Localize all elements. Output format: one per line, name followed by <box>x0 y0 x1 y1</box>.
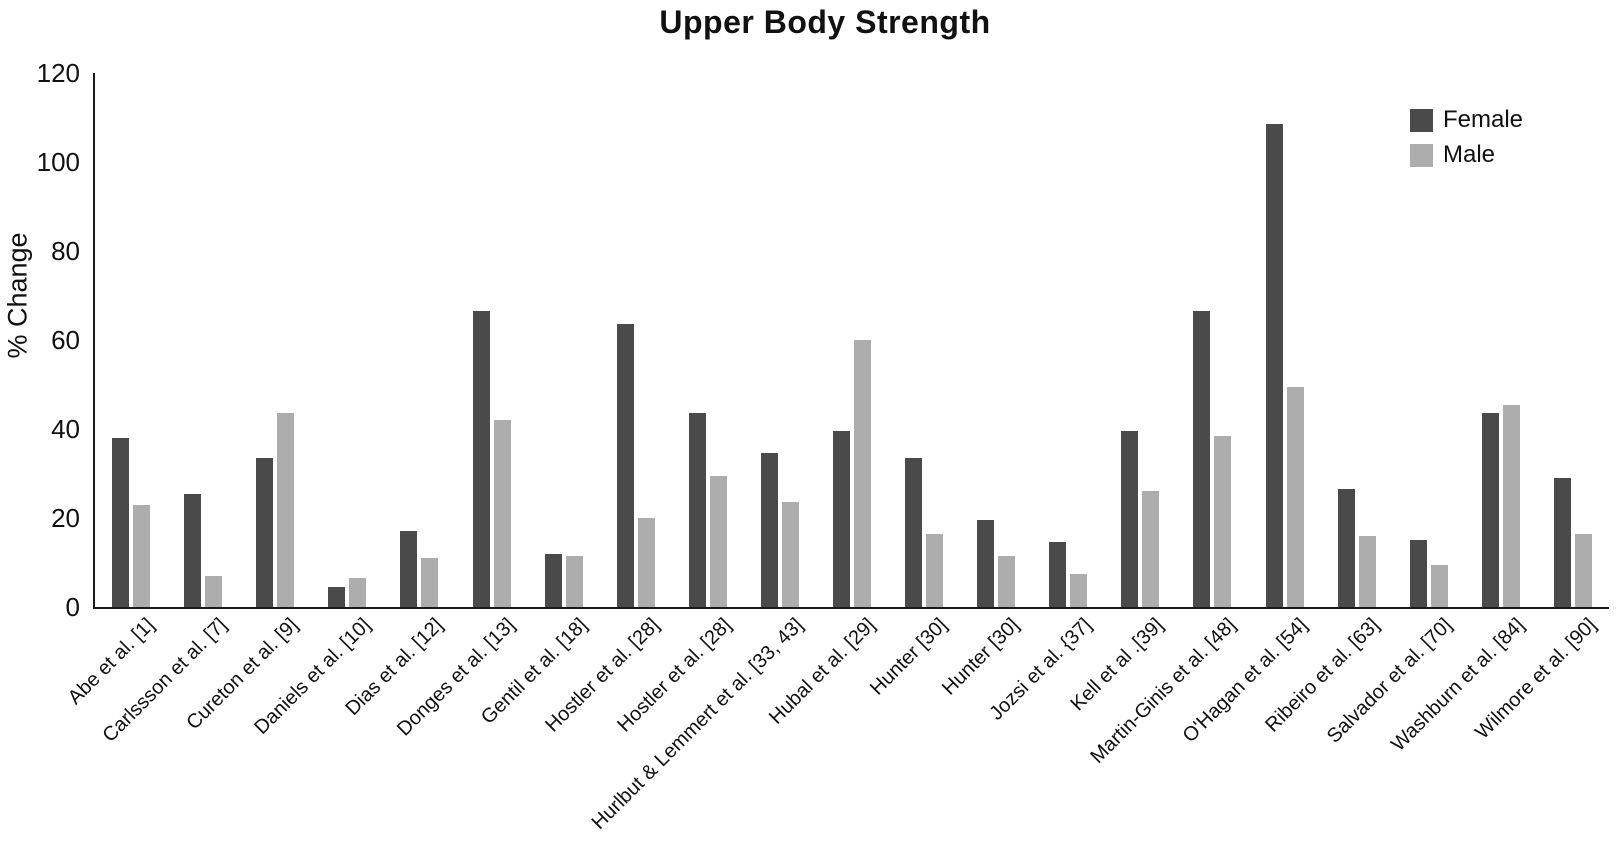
y-tick-label: 40 <box>51 414 80 444</box>
legend-item-female: Female <box>1410 108 1523 132</box>
bar-male-17 <box>1359 536 1376 607</box>
bar-male-3 <box>349 578 366 607</box>
bar-male-15 <box>1214 436 1231 607</box>
bar-female-4 <box>400 531 417 607</box>
bar-female-16 <box>1266 124 1283 607</box>
bar-female-14 <box>1121 431 1138 607</box>
bar-female-13 <box>1049 542 1066 607</box>
y-tick-label: 60 <box>51 325 80 355</box>
bar-male-8 <box>710 476 727 607</box>
bar-female-1 <box>184 494 201 607</box>
bar-male-0 <box>133 505 150 607</box>
y-tick-label: 80 <box>51 236 80 266</box>
bar-female-0 <box>112 438 129 607</box>
x-axis-line <box>93 607 1609 609</box>
bar-male-10 <box>854 340 871 607</box>
legend-item-male: Male <box>1410 143 1523 167</box>
bar-male-5 <box>494 420 511 607</box>
bar-male-9 <box>782 502 799 607</box>
bar-male-7 <box>638 518 655 607</box>
legend: Female Male <box>1410 108 1523 178</box>
y-tick-label: 0 <box>65 592 80 622</box>
x-category-label: Salvador et al. [70] <box>1322 614 1457 748</box>
bar-male-13 <box>1070 574 1087 607</box>
bar-female-5 <box>473 311 490 607</box>
bar-female-12 <box>977 520 994 607</box>
bar-male-2 <box>277 413 294 607</box>
bar-female-11 <box>905 458 922 607</box>
bar-female-9 <box>761 453 778 607</box>
bar-male-19 <box>1503 405 1520 607</box>
bar-female-19 <box>1482 413 1499 607</box>
bar-female-17 <box>1338 489 1355 607</box>
bar-female-3 <box>328 587 345 607</box>
bar-male-20 <box>1575 534 1592 607</box>
bar-male-1 <box>205 576 222 607</box>
bar-female-10 <box>833 431 850 607</box>
bar-female-20 <box>1554 478 1571 607</box>
x-category-label: Washburn et al. [84] <box>1386 614 1529 756</box>
legend-label: Male <box>1443 141 1496 168</box>
y-tick-label: 100 <box>36 147 80 177</box>
bar-female-2 <box>256 458 273 607</box>
bar-male-11 <box>926 534 943 607</box>
bar-female-15 <box>1193 311 1210 607</box>
legend-swatch-male <box>1410 143 1433 167</box>
bar-male-16 <box>1287 387 1304 607</box>
bar-male-14 <box>1142 491 1159 607</box>
chart-title: Upper Body Strength <box>659 4 991 40</box>
legend-label: Female <box>1443 106 1524 133</box>
y-axis-line <box>93 73 95 609</box>
x-category-label: Carlssson et al. [7] <box>98 614 231 747</box>
x-category-label: Hunter [30] <box>866 614 952 700</box>
legend-swatch-female <box>1410 108 1433 132</box>
bar-male-4 <box>421 558 438 607</box>
bar-male-12 <box>998 556 1015 607</box>
bar-female-18 <box>1410 540 1427 607</box>
bar-female-7 <box>617 324 634 607</box>
x-category-label: Wilmore et al. [90] <box>1470 614 1601 744</box>
y-tick-label: 120 <box>36 58 80 88</box>
bar-male-18 <box>1431 565 1448 607</box>
bar-female-6 <box>545 554 562 607</box>
bar-male-6 <box>566 556 583 607</box>
x-category-label: O'Hagan et al. [54] <box>1179 614 1313 748</box>
bar-female-8 <box>689 413 706 607</box>
y-tick-label: 20 <box>51 503 80 533</box>
